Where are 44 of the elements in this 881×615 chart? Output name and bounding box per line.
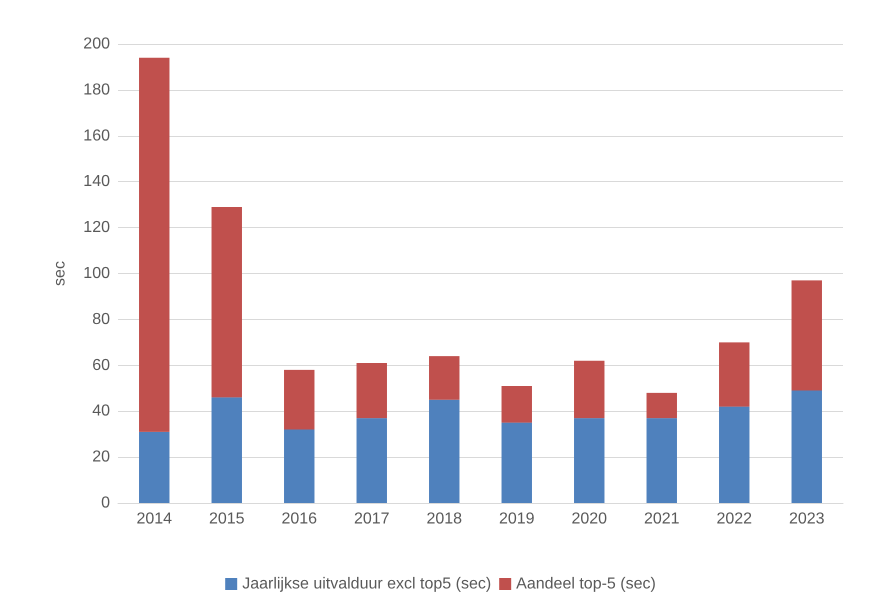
bar (574, 360, 604, 418)
bar (284, 430, 314, 503)
y-tick-label: 140 (83, 173, 110, 190)
bar (212, 397, 242, 503)
y-tick-label: 0 (101, 494, 110, 512)
bar (284, 370, 314, 430)
x-tick-label: 2017 (354, 510, 390, 528)
bar (502, 386, 532, 423)
bar (792, 280, 822, 391)
x-tick-label: 2020 (571, 510, 608, 528)
x-tick-label: 2016 (281, 510, 318, 528)
legend-label: Jaarlijkse uitvalduur excl top5 (sec) (242, 576, 492, 592)
y-tick-label: 80 (92, 310, 110, 328)
bar (719, 406, 750, 503)
bar (574, 418, 604, 503)
x-tick-label: 2015 (208, 510, 245, 528)
y-tick-label: 100 (83, 265, 110, 282)
bar (429, 356, 460, 400)
bar (429, 400, 460, 503)
x-tick-label: 2018 (426, 510, 462, 528)
y-tick-label: 20 (92, 448, 110, 466)
bar (792, 390, 822, 503)
legend-label: Aandeel top-5 (sec) (516, 576, 656, 592)
y-tick-label: 40 (92, 402, 110, 420)
x-tick-label: 2023 (788, 510, 825, 528)
bar (719, 342, 750, 407)
bar (139, 432, 170, 503)
y-tick-label: 200 (83, 36, 110, 52)
bar (646, 418, 677, 503)
x-tick-label: 2021 (644, 510, 680, 528)
bar (356, 418, 387, 503)
bar (212, 206, 242, 398)
bar (356, 363, 387, 418)
y-tick-label: 120 (83, 219, 110, 236)
x-tick-label: 2019 (498, 510, 535, 528)
y-tick-label: 180 (83, 81, 110, 98)
bar (139, 58, 170, 432)
x-tick-label: 2014 (136, 510, 172, 528)
bar (646, 392, 677, 418)
y-tick-label: 60 (92, 356, 110, 374)
y-tick-label: 160 (83, 127, 110, 144)
x-tick-label: 2022 (716, 510, 752, 528)
y-axis-title: sec (52, 261, 68, 286)
bar (502, 422, 532, 503)
